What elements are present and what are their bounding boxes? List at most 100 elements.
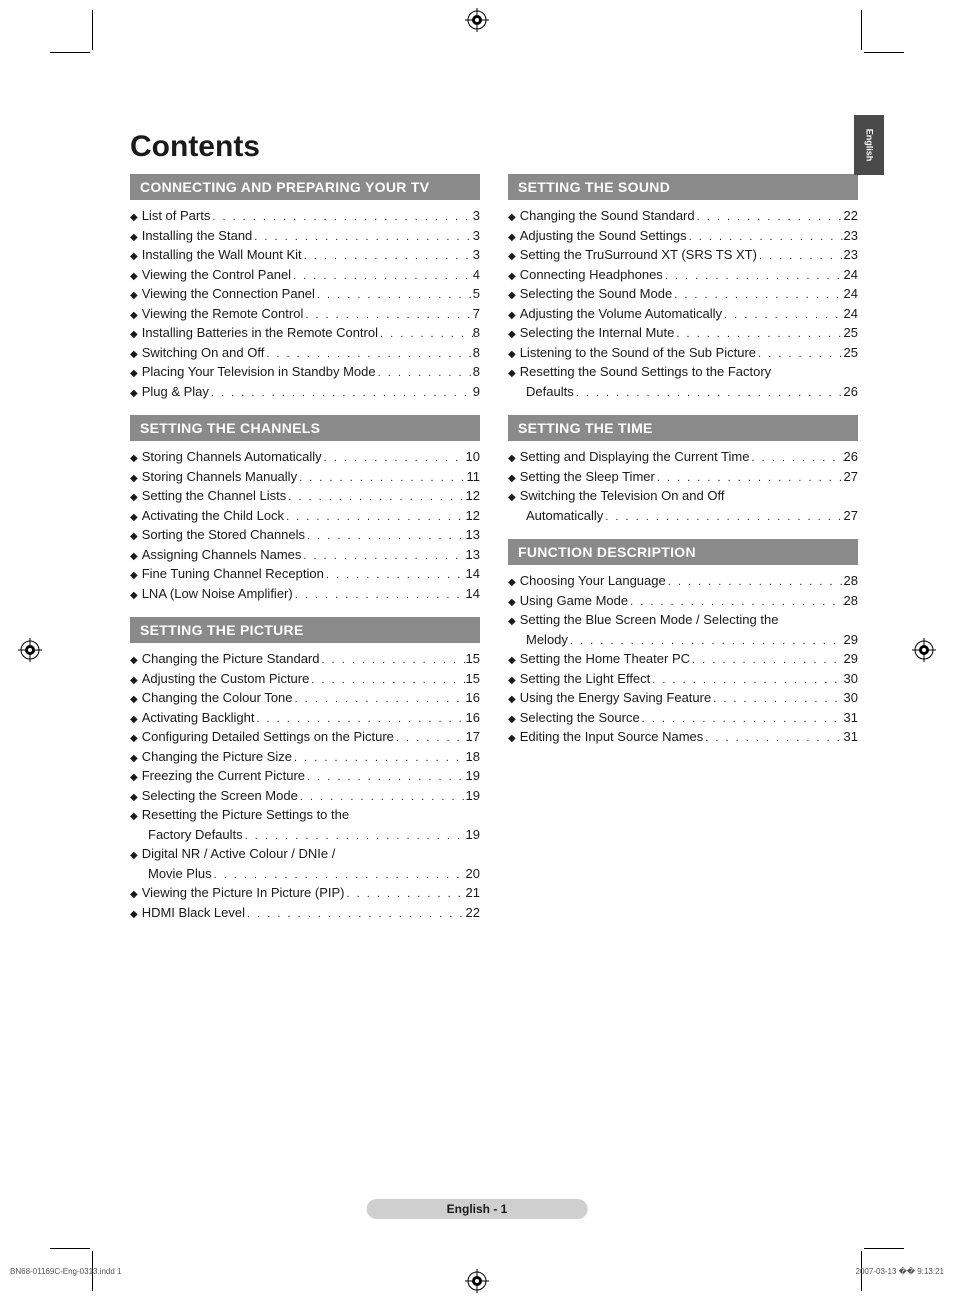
diamond-bullet-icon: ◆ bbox=[130, 790, 138, 805]
toc-page-number: 10 bbox=[466, 447, 480, 467]
toc-row: ◆Selecting the Sound Mode. . . . . . . .… bbox=[508, 284, 858, 304]
toc-page-number: 16 bbox=[466, 708, 480, 728]
toc-page-number: 29 bbox=[844, 630, 858, 650]
toc-row: ◆Using Game Mode. . . . . . . . . . . . … bbox=[508, 591, 858, 611]
section-header: SETTING THE SOUND bbox=[508, 174, 858, 200]
toc-label: Connecting Headphones bbox=[520, 265, 663, 285]
toc-page-number: 27 bbox=[844, 506, 858, 526]
toc-page-number: 26 bbox=[844, 382, 858, 402]
diamond-bullet-icon: ◆ bbox=[130, 230, 138, 245]
diamond-bullet-icon: ◆ bbox=[130, 549, 138, 564]
diamond-bullet-icon: ◆ bbox=[508, 210, 516, 225]
toc-page-number: 8 bbox=[473, 323, 480, 343]
crop-mark bbox=[50, 1248, 90, 1249]
toc-page-number: 19 bbox=[466, 766, 480, 786]
diamond-bullet-icon: ◆ bbox=[508, 614, 516, 629]
toc-leader-dots: . . . . . . . . . . . . . . . . . . . . … bbox=[722, 307, 843, 324]
diamond-bullet-icon: ◆ bbox=[130, 327, 138, 342]
diamond-bullet-icon: ◆ bbox=[130, 588, 138, 603]
toc-row: ◆Viewing the Remote Control. . . . . . .… bbox=[130, 304, 480, 324]
diamond-bullet-icon: ◆ bbox=[130, 568, 138, 583]
toc-leader-dots: . . . . . . . . . . . . . . . . . . . . … bbox=[757, 248, 844, 265]
toc-label: HDMI Black Level bbox=[142, 903, 245, 923]
toc-row: ◆Changing the Colour Tone. . . . . . . .… bbox=[130, 688, 480, 708]
toc-label: Choosing Your Language bbox=[520, 571, 666, 591]
toc-page-number: 3 bbox=[473, 226, 480, 246]
registration-mark-icon bbox=[18, 638, 42, 662]
toc-leader-dots: . . . . . . . . . . . . . . . . . . . . … bbox=[324, 567, 466, 584]
toc-label: Changing the Picture Standard bbox=[142, 649, 320, 669]
registration-mark-icon bbox=[912, 638, 936, 662]
page-title: Contents bbox=[130, 130, 854, 164]
diamond-bullet-icon: ◆ bbox=[130, 692, 138, 707]
toc-row: ◆Changing the Picture Standard. . . . . … bbox=[130, 649, 480, 669]
toc-leader-dots: . . . . . . . . . . . . . . . . . . . . … bbox=[655, 470, 844, 487]
toc-page-number: 29 bbox=[844, 649, 858, 669]
diamond-bullet-icon: ◆ bbox=[130, 347, 138, 362]
toc-label: Using Game Mode bbox=[520, 591, 628, 611]
toc-leader-dots: . . . . . . . . . . . . . . . . . . . . … bbox=[254, 711, 465, 728]
crop-mark bbox=[864, 1248, 904, 1249]
toc-label: Factory Defaults bbox=[148, 825, 243, 845]
toc-leader-dots: . . . . . . . . . . . . . . . . . . . . … bbox=[687, 229, 844, 246]
diamond-bullet-icon: ◆ bbox=[130, 510, 138, 525]
toc-leader-dots: . . . . . . . . . . . . . . . . . . . . … bbox=[663, 268, 844, 285]
toc-label: Freezing the Current Picture bbox=[142, 766, 305, 786]
toc-label: Viewing the Picture In Picture (PIP) bbox=[142, 883, 345, 903]
toc-row: ◆Selecting the Screen Mode. . . . . . . … bbox=[130, 786, 480, 806]
toc-leader-dots: . . . . . . . . . . . . . . . . . . . . … bbox=[376, 365, 473, 382]
toc-label: Switching the Television On and Off bbox=[520, 486, 725, 506]
diamond-bullet-icon: ◆ bbox=[508, 288, 516, 303]
toc-leader-dots: . . . . . . . . . . . . . . . . . . . . … bbox=[252, 229, 472, 246]
diamond-bullet-icon: ◆ bbox=[130, 712, 138, 727]
toc-page-number: 31 bbox=[844, 708, 858, 728]
toc-page-number: 27 bbox=[844, 467, 858, 487]
toc-label: Using the Energy Saving Feature bbox=[520, 688, 712, 708]
toc-page-number: 30 bbox=[844, 688, 858, 708]
toc-label: Configuring Detailed Settings on the Pic… bbox=[142, 727, 394, 747]
toc-row: ◆Setting and Displaying the Current Time… bbox=[508, 447, 858, 467]
toc-label: Editing the Input Source Names bbox=[520, 727, 704, 747]
toc-row: ◆Editing the Input Source Names. . . . .… bbox=[508, 727, 858, 747]
toc-leader-dots: . . . . . . . . . . . . . . . . . . . . … bbox=[305, 769, 466, 786]
toc-leader-dots: . . . . . . . . . . . . . . . . . . . . … bbox=[378, 326, 473, 343]
toc-leader-dots: . . . . . . . . . . . . . . . . . . . . … bbox=[695, 209, 844, 226]
toc-leader-dots: . . . . . . . . . . . . . . . . . . . . … bbox=[640, 711, 844, 728]
toc-leader-dots: . . . . . . . . . . . . . . . . . . . . … bbox=[303, 307, 472, 324]
toc-label: Melody bbox=[526, 630, 568, 650]
print-meta-right: 2007-03-13 �� 9:13:21 bbox=[856, 1267, 944, 1276]
toc-row: ◆Adjusting the Sound Settings. . . . . .… bbox=[508, 226, 858, 246]
toc-label: Setting the TruSurround XT (SRS TS XT) bbox=[520, 245, 757, 265]
toc-label: Defaults bbox=[526, 382, 574, 402]
toc-row: ◆HDMI Black Level. . . . . . . . . . . .… bbox=[130, 903, 480, 923]
toc-page-number: 12 bbox=[466, 506, 480, 526]
toc-label: Setting the Light Effect bbox=[520, 669, 651, 689]
toc-row-continuation: Melody. . . . . . . . . . . . . . . . . … bbox=[508, 630, 858, 650]
toc-row: ◆Setting the Channel Lists. . . . . . . … bbox=[130, 486, 480, 506]
toc-row-continuation: Movie Plus. . . . . . . . . . . . . . . … bbox=[130, 864, 480, 884]
toc-page-number: 5 bbox=[473, 284, 480, 304]
toc-page-number: 19 bbox=[466, 825, 480, 845]
diamond-bullet-icon: ◆ bbox=[508, 249, 516, 264]
toc-row: ◆Viewing the Picture In Picture (PIP). .… bbox=[130, 883, 480, 903]
diamond-bullet-icon: ◆ bbox=[130, 529, 138, 544]
diamond-bullet-icon: ◆ bbox=[508, 269, 516, 284]
toc-row: ◆Changing the Sound Standard. . . . . . … bbox=[508, 206, 858, 226]
diamond-bullet-icon: ◆ bbox=[508, 347, 516, 362]
toc-page-number: 14 bbox=[466, 584, 480, 604]
diamond-bullet-icon: ◆ bbox=[130, 653, 138, 668]
toc-leader-dots: . . . . . . . . . . . . . . . . . . . . … bbox=[305, 528, 466, 545]
toc-leader-dots: . . . . . . . . . . . . . . . . . . . . … bbox=[603, 509, 843, 526]
toc-row: ◆Selecting the Internal Mute. . . . . . … bbox=[508, 323, 858, 343]
toc-label: Setting and Displaying the Current Time bbox=[520, 447, 750, 467]
toc-row: ◆LNA (Low Noise Amplifier). . . . . . . … bbox=[130, 584, 480, 604]
toc-row: ◆List of Parts. . . . . . . . . . . . . … bbox=[130, 206, 480, 226]
section-header: SETTING THE TIME bbox=[508, 415, 858, 441]
toc-row: ◆Assigning Channels Names. . . . . . . .… bbox=[130, 545, 480, 565]
toc-row: ◆Switching the Television On and Off bbox=[508, 486, 858, 506]
toc-leader-dots: . . . . . . . . . . . . . . . . . . . . … bbox=[690, 652, 844, 669]
diamond-bullet-icon: ◆ bbox=[508, 327, 516, 342]
toc-page-number: 13 bbox=[466, 545, 480, 565]
toc-row: ◆ Setting the TruSurround XT (SRS TS XT).… bbox=[508, 245, 858, 265]
print-meta-left: BN68-01169C-Eng-0313.indd 1 bbox=[10, 1267, 121, 1276]
